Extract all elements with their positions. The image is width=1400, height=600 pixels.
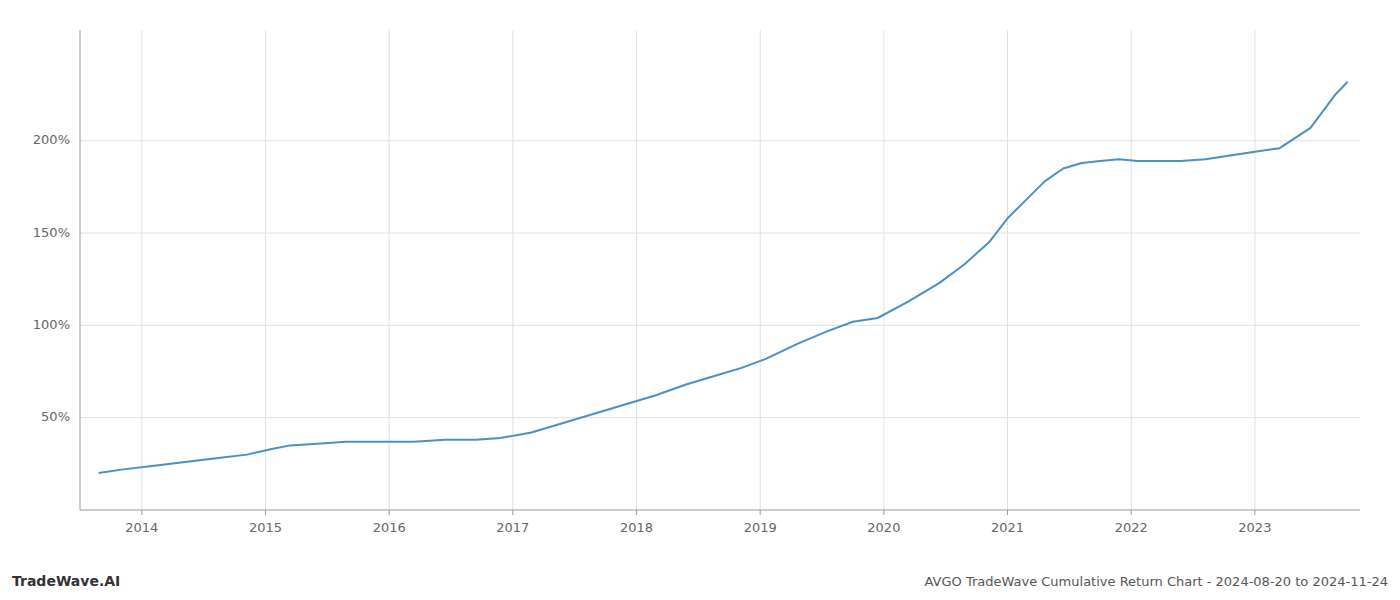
- grid-line-y: [80, 325, 1360, 326]
- grid-line-x: [760, 30, 761, 510]
- x-tick-label: 2014: [125, 520, 158, 535]
- grid-line-x: [141, 30, 142, 510]
- axes: 50% 100% 150% 200% 2014 2015 2016 2017 2018 2019 2…: [33, 30, 1360, 535]
- chart: 50% 100% 150% 200% 2014 2015 2016 2017 2018 2019 2…: [0, 0, 1400, 600]
- y-axis-line: [80, 30, 81, 510]
- grid-line-x: [1007, 30, 1008, 510]
- x-tick-label: 2015: [249, 520, 282, 535]
- grid-line-y: [80, 140, 1360, 141]
- x-tick-mark: [141, 510, 142, 515]
- grid-line-x: [1254, 30, 1255, 510]
- x-tick-mark: [760, 510, 761, 515]
- y-tick-label: 50%: [41, 409, 70, 424]
- x-tick-label: 2022: [1115, 520, 1148, 535]
- x-tick-mark: [1007, 510, 1008, 515]
- x-tick-mark: [512, 510, 513, 515]
- x-tick-label: 2020: [867, 520, 900, 535]
- grid: [80, 30, 1360, 510]
- brand-label: TradeWave.AI: [12, 573, 120, 589]
- grid-line-x: [636, 30, 637, 510]
- x-tick-label: 2016: [373, 520, 406, 535]
- x-tick-label: 2023: [1238, 520, 1271, 535]
- y-tick-label: 150%: [33, 225, 70, 240]
- x-tick-label: 2019: [744, 520, 777, 535]
- x-tick-label: 2017: [496, 520, 529, 535]
- title: AVGO TradeWave Cumulative Return Chart -…: [925, 574, 1389, 589]
- x-axis-line: [80, 510, 1360, 511]
- grid-line-y: [80, 233, 1360, 234]
- grid-line-x: [512, 30, 513, 510]
- grid-line-x: [1131, 30, 1132, 510]
- x-tick-label: 2021: [991, 520, 1024, 535]
- x-tick-mark: [265, 510, 266, 515]
- return-line: [99, 82, 1348, 473]
- x-tick-mark: [883, 510, 884, 515]
- grid-line-x: [883, 30, 884, 510]
- x-tick-label: 2018: [620, 520, 653, 535]
- grid-line-x: [265, 30, 266, 510]
- y-tick-label: 200%: [33, 132, 70, 147]
- x-tick-mark: [1131, 510, 1132, 515]
- y-tick-label: 100%: [33, 317, 70, 332]
- grid-line-x: [389, 30, 390, 510]
- plot-area: [99, 82, 1348, 473]
- grid-line-y: [80, 417, 1360, 418]
- x-tick-mark: [1254, 510, 1255, 515]
- x-tick-mark: [389, 510, 390, 515]
- x-tick-mark: [636, 510, 637, 515]
